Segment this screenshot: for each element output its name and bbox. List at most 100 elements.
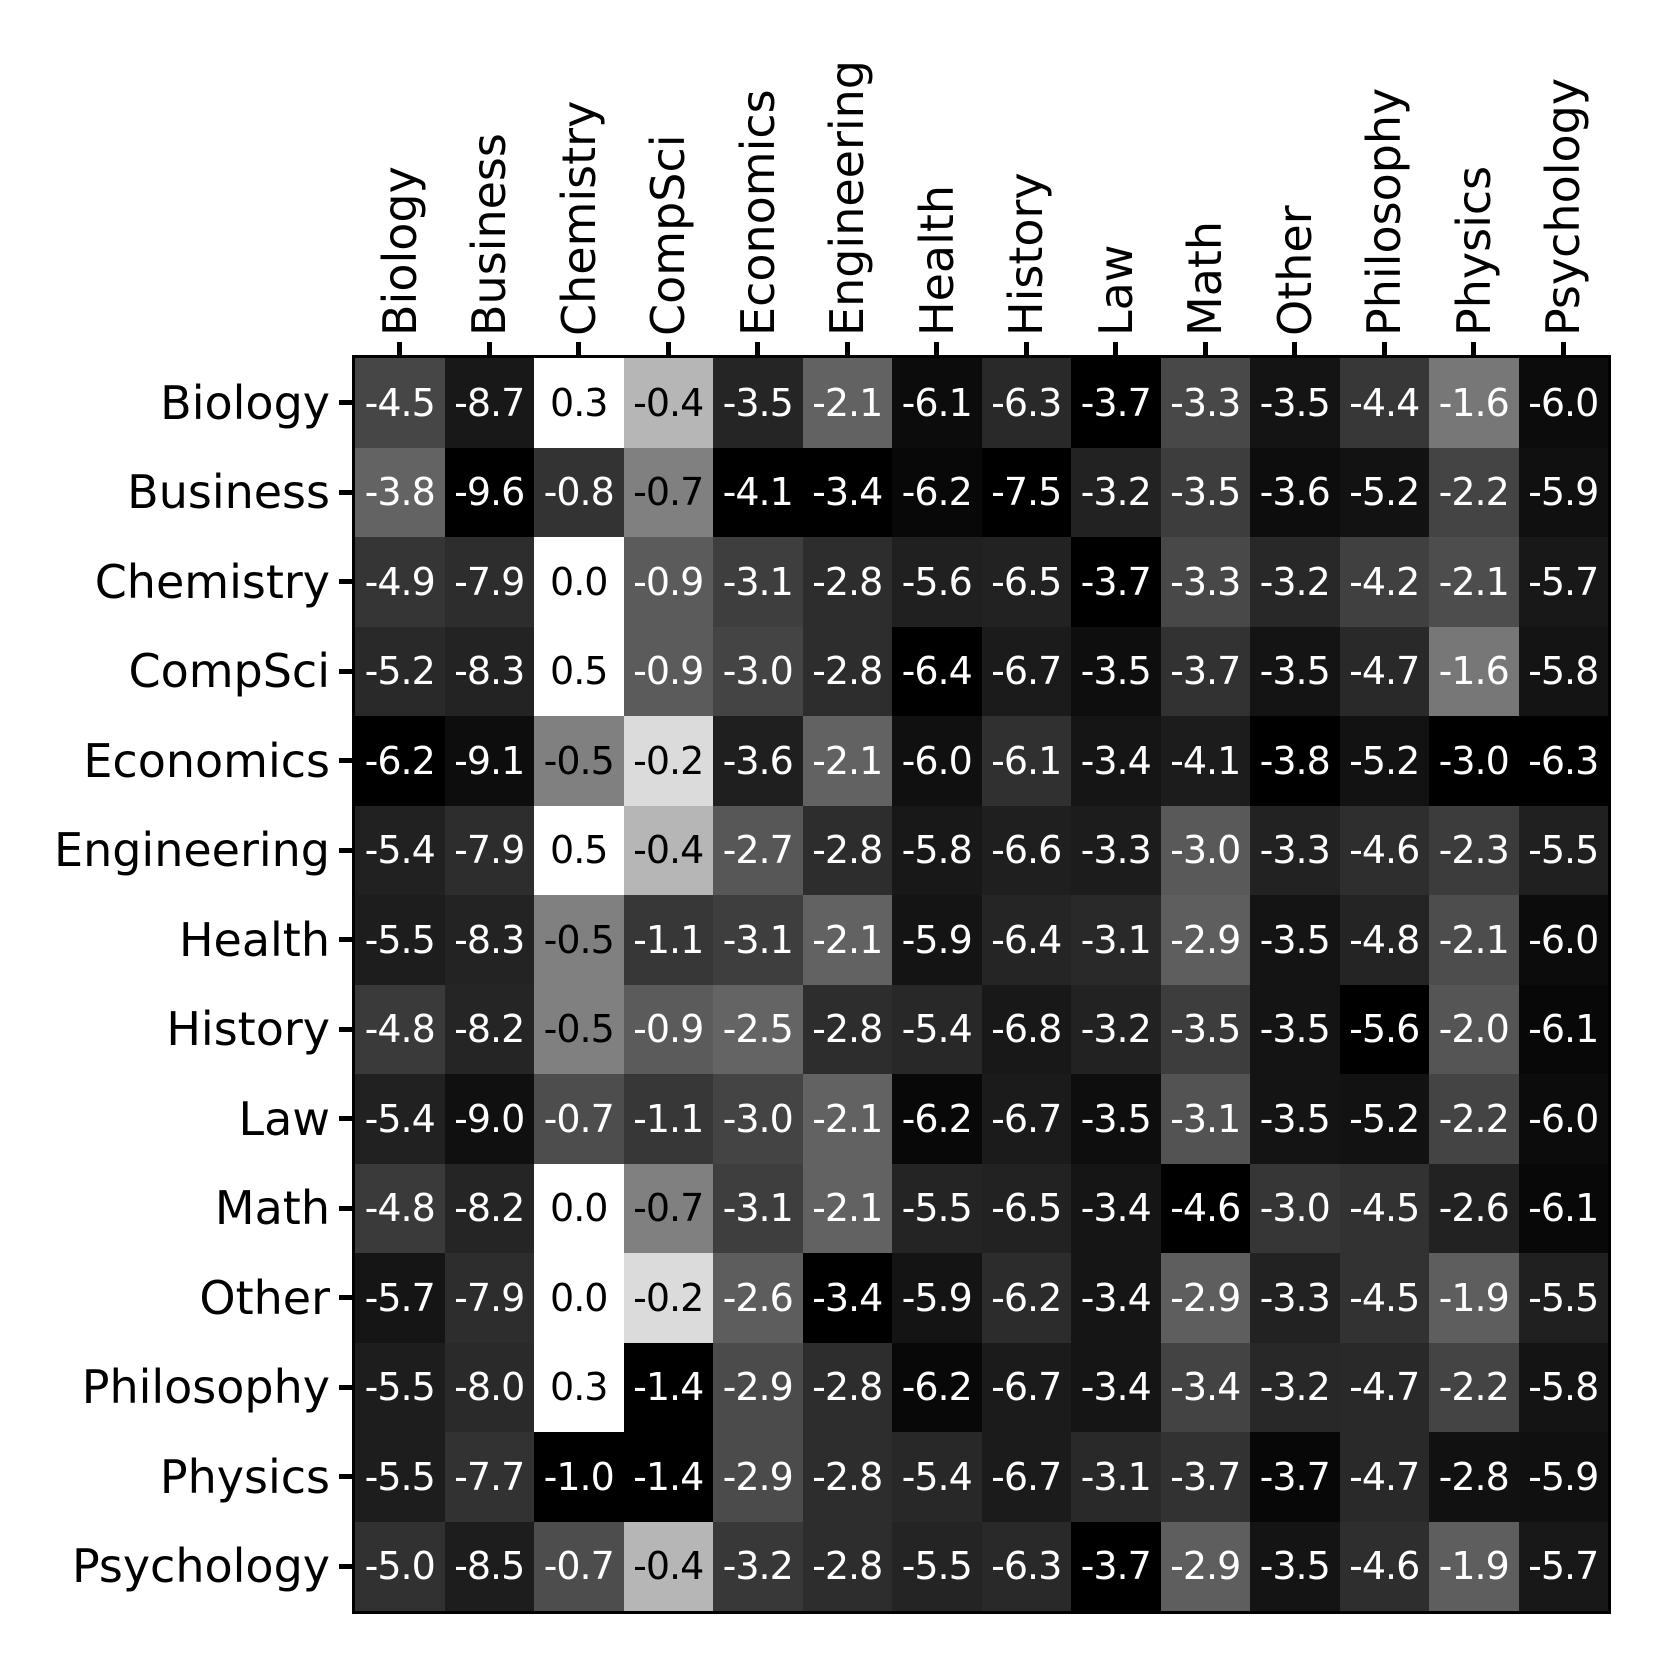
heatmap-cell-compsci-other: -3.5 xyxy=(1250,626,1340,716)
heatmap-cell-psychology-psychology: -5.7 xyxy=(1518,1521,1608,1611)
heatmap-cell-economics-philosophy: -5.2 xyxy=(1339,716,1429,806)
x-tick xyxy=(1023,342,1029,358)
heatmap-cell-psychology-physics: -1.9 xyxy=(1429,1521,1519,1611)
heatmap-cell-biology-history: -6.3 xyxy=(981,358,1071,448)
x-tick xyxy=(1381,342,1387,358)
x-tick xyxy=(1113,342,1119,358)
heatmap-cell-health-philosophy: -4.8 xyxy=(1339,895,1429,985)
heatmap-cell-philosophy-health: -6.2 xyxy=(892,1342,982,1432)
heatmap-cell-chemistry-psychology: -5.7 xyxy=(1518,537,1608,627)
heatmap-cell-business-other: -3.6 xyxy=(1250,447,1340,537)
heatmap-cell-history-economics: -2.5 xyxy=(713,984,803,1074)
heatmap-cell-other-engineering: -3.4 xyxy=(802,1253,892,1343)
heatmap-cell-philosophy-engineering: -2.8 xyxy=(802,1342,892,1432)
x-axis-label-text: Psychology xyxy=(1536,77,1591,336)
heatmap-cell-engineering-physics: -2.3 xyxy=(1429,805,1519,895)
heatmap-cell-philosophy-law: -3.4 xyxy=(1071,1342,1161,1432)
heatmap-cell-law-chemistry: -0.7 xyxy=(534,1074,624,1164)
heatmap-cell-other-economics: -2.6 xyxy=(713,1253,803,1343)
heatmap-cell-business-chemistry: -0.8 xyxy=(534,447,624,537)
heatmap-cell-economics-economics: -3.6 xyxy=(713,716,803,806)
heatmap-cell-business-engineering: -3.4 xyxy=(802,447,892,537)
y-axis-label-engineering: Engineering xyxy=(54,823,330,878)
heatmap-cell-psychology-philosophy: -4.6 xyxy=(1339,1521,1429,1611)
heatmap-cell-law-biology: -5.4 xyxy=(355,1074,445,1164)
heatmap-cell-physics-physics: -2.8 xyxy=(1429,1432,1519,1522)
heatmap-cell-math-other: -3.0 xyxy=(1250,1163,1340,1253)
heatmap-cell-biology-compsci: -0.4 xyxy=(623,358,713,448)
heatmap-cell-history-math: -3.5 xyxy=(1160,984,1250,1074)
heatmap-cell-engineering-biology: -5.4 xyxy=(355,805,445,895)
heatmap-cell-history-history: -6.8 xyxy=(981,984,1071,1074)
heatmap-cell-philosophy-physics: -2.2 xyxy=(1429,1342,1519,1432)
heatmap-cell-compsci-engineering: -2.8 xyxy=(802,626,892,716)
heatmap-cell-chemistry-business: -7.9 xyxy=(444,537,534,627)
heatmap-cell-math-psychology: -6.1 xyxy=(1518,1163,1608,1253)
heatmap-cell-other-other: -3.3 xyxy=(1250,1253,1340,1343)
heatmap-cell-business-philosophy: -5.2 xyxy=(1339,447,1429,537)
heatmap-cell-business-history: -7.5 xyxy=(981,447,1071,537)
heatmap-cell-other-math: -2.9 xyxy=(1160,1253,1250,1343)
x-axis-label-text: Philosophy xyxy=(1357,87,1412,336)
y-axis-label-chemistry: Chemistry xyxy=(94,554,330,609)
heatmap-cell-math-physics: -2.6 xyxy=(1429,1163,1519,1253)
y-axis-label-other: Other xyxy=(199,1270,330,1325)
heatmap-cell-engineering-history: -6.6 xyxy=(981,805,1071,895)
heatmap-cell-chemistry-law: -3.7 xyxy=(1071,537,1161,627)
heatmap-cell-history-compsci: -0.9 xyxy=(623,984,713,1074)
y-tick xyxy=(339,1295,355,1301)
heatmap-cell-history-law: -3.2 xyxy=(1071,984,1161,1074)
heatmap-cell-business-business: -9.6 xyxy=(444,447,534,537)
heatmap-cell-history-chemistry: -0.5 xyxy=(534,984,624,1074)
heatmap-cell-history-other: -3.5 xyxy=(1250,984,1340,1074)
y-axis-label-physics: Physics xyxy=(159,1449,330,1504)
heatmap-cell-economics-chemistry: -0.5 xyxy=(534,716,624,806)
heatmap-cell-chemistry-physics: -2.1 xyxy=(1429,537,1519,627)
heatmap-cell-philosophy-compsci: -1.4 xyxy=(623,1342,713,1432)
heatmap-cell-other-health: -5.9 xyxy=(892,1253,982,1343)
y-tick xyxy=(339,489,355,495)
heatmap-cell-psychology-business: -8.5 xyxy=(444,1521,534,1611)
heatmap-cell-compsci-chemistry: 0.5 xyxy=(534,626,624,716)
heatmap-cell-math-math: -4.6 xyxy=(1160,1163,1250,1253)
heatmap-cell-chemistry-math: -3.3 xyxy=(1160,537,1250,627)
heatmap-cell-engineering-business: -7.9 xyxy=(444,805,534,895)
heatmap-cell-history-health: -5.4 xyxy=(892,984,982,1074)
heatmap-cell-compsci-psychology: -5.8 xyxy=(1518,626,1608,716)
y-tick xyxy=(339,668,355,674)
heatmap-cell-compsci-health: -6.4 xyxy=(892,626,982,716)
heatmap-cell-engineering-chemistry: 0.5 xyxy=(534,805,624,895)
y-tick xyxy=(339,1563,355,1569)
heatmap-cell-law-engineering: -2.1 xyxy=(802,1074,892,1164)
heatmap-cell-chemistry-engineering: -2.8 xyxy=(802,537,892,627)
heatmap-cell-economics-psychology: -6.3 xyxy=(1518,716,1608,806)
heatmap-cell-chemistry-health: -5.6 xyxy=(892,537,982,627)
heatmap-cell-biology-math: -3.3 xyxy=(1160,358,1250,448)
heatmap-cell-physics-law: -3.1 xyxy=(1071,1432,1161,1522)
heatmap-cell-physics-other: -3.7 xyxy=(1250,1432,1340,1522)
heatmap-cell-economics-biology: -6.2 xyxy=(355,716,445,806)
x-tick xyxy=(1471,342,1477,358)
x-axis-label-text: Health xyxy=(909,184,964,336)
heatmap-cell-health-other: -3.5 xyxy=(1250,895,1340,985)
x-tick xyxy=(665,342,671,358)
heatmap-cell-psychology-chemistry: -0.7 xyxy=(534,1521,624,1611)
heatmap-cell-philosophy-business: -8.0 xyxy=(444,1342,534,1432)
heatmap-cell-chemistry-economics: -3.1 xyxy=(713,537,803,627)
heatmap-cell-other-psychology: -5.5 xyxy=(1518,1253,1608,1343)
x-tick xyxy=(844,342,850,358)
y-axis-label-psychology: Psychology xyxy=(71,1539,330,1594)
heatmap-cell-health-chemistry: -0.5 xyxy=(534,895,624,985)
heatmap-cell-biology-philosophy: -4.4 xyxy=(1339,358,1429,448)
heatmap-cell-math-business: -8.2 xyxy=(444,1163,534,1253)
heatmap-cell-psychology-economics: -3.2 xyxy=(713,1521,803,1611)
x-axis-label-text: History xyxy=(999,172,1054,336)
y-tick xyxy=(339,847,355,853)
heatmap-cell-physics-psychology: -5.9 xyxy=(1518,1432,1608,1522)
y-axis-label-business: Business xyxy=(127,465,330,520)
heatmap-cell-compsci-physics: -1.6 xyxy=(1429,626,1519,716)
y-axis-label-economics: Economics xyxy=(83,733,330,788)
heatmap-cell-compsci-compsci: -0.9 xyxy=(623,626,713,716)
heatmap-cell-economics-health: -6.0 xyxy=(892,716,982,806)
heatmap-cell-other-business: -7.9 xyxy=(444,1253,534,1343)
